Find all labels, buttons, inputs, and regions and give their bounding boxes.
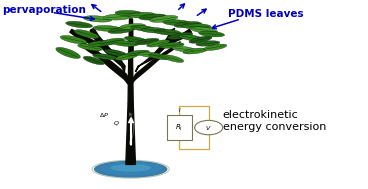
Ellipse shape bbox=[168, 33, 193, 39]
Ellipse shape bbox=[60, 36, 87, 44]
Ellipse shape bbox=[105, 49, 127, 57]
Ellipse shape bbox=[189, 36, 212, 43]
Ellipse shape bbox=[116, 53, 138, 60]
Polygon shape bbox=[131, 42, 180, 85]
Text: $R_i$: $R_i$ bbox=[175, 122, 184, 133]
Ellipse shape bbox=[172, 46, 196, 52]
Ellipse shape bbox=[158, 43, 184, 48]
Ellipse shape bbox=[120, 24, 145, 29]
Ellipse shape bbox=[93, 26, 120, 31]
Ellipse shape bbox=[93, 54, 117, 60]
Ellipse shape bbox=[162, 55, 184, 62]
Ellipse shape bbox=[196, 41, 220, 46]
Ellipse shape bbox=[128, 12, 155, 18]
Ellipse shape bbox=[183, 48, 207, 54]
Ellipse shape bbox=[110, 164, 151, 172]
FancyBboxPatch shape bbox=[167, 115, 192, 140]
Text: $Q$: $Q$ bbox=[113, 119, 119, 127]
Ellipse shape bbox=[149, 53, 171, 60]
Text: pervaporation: pervaporation bbox=[2, 5, 86, 15]
Circle shape bbox=[195, 120, 223, 135]
Polygon shape bbox=[126, 104, 135, 164]
Ellipse shape bbox=[141, 27, 168, 33]
Ellipse shape bbox=[99, 162, 162, 175]
Ellipse shape bbox=[135, 38, 159, 45]
Polygon shape bbox=[81, 42, 131, 85]
Ellipse shape bbox=[163, 20, 190, 26]
Text: PDMS leaves: PDMS leaves bbox=[228, 9, 304, 19]
Ellipse shape bbox=[131, 25, 156, 32]
Ellipse shape bbox=[150, 15, 178, 22]
Ellipse shape bbox=[147, 40, 170, 47]
Text: $I$: $I$ bbox=[178, 105, 181, 114]
Ellipse shape bbox=[127, 50, 149, 56]
Ellipse shape bbox=[191, 27, 217, 33]
Ellipse shape bbox=[108, 27, 135, 33]
Polygon shape bbox=[135, 28, 175, 72]
Ellipse shape bbox=[83, 56, 105, 65]
Ellipse shape bbox=[88, 41, 114, 46]
Ellipse shape bbox=[56, 47, 80, 58]
Ellipse shape bbox=[115, 10, 142, 16]
Ellipse shape bbox=[204, 44, 227, 50]
Polygon shape bbox=[128, 53, 133, 104]
Ellipse shape bbox=[112, 41, 138, 46]
Text: electrokinetic
energy conversion: electrokinetic energy conversion bbox=[223, 110, 326, 132]
Ellipse shape bbox=[154, 29, 181, 35]
Ellipse shape bbox=[66, 21, 92, 28]
Text: $V$: $V$ bbox=[205, 124, 212, 132]
Ellipse shape bbox=[183, 23, 211, 29]
Polygon shape bbox=[90, 28, 125, 72]
Ellipse shape bbox=[83, 16, 112, 22]
Ellipse shape bbox=[94, 161, 167, 178]
Ellipse shape bbox=[100, 38, 125, 45]
Ellipse shape bbox=[179, 34, 204, 41]
Ellipse shape bbox=[174, 22, 201, 28]
Ellipse shape bbox=[139, 52, 163, 57]
Ellipse shape bbox=[74, 30, 99, 38]
Ellipse shape bbox=[199, 31, 224, 37]
Text: $\Delta P$: $\Delta P$ bbox=[99, 111, 109, 119]
Ellipse shape bbox=[139, 14, 166, 20]
Ellipse shape bbox=[103, 14, 132, 20]
Ellipse shape bbox=[124, 36, 148, 43]
Polygon shape bbox=[70, 29, 100, 51]
Ellipse shape bbox=[78, 44, 103, 51]
Polygon shape bbox=[129, 19, 133, 53]
Polygon shape bbox=[160, 29, 191, 51]
